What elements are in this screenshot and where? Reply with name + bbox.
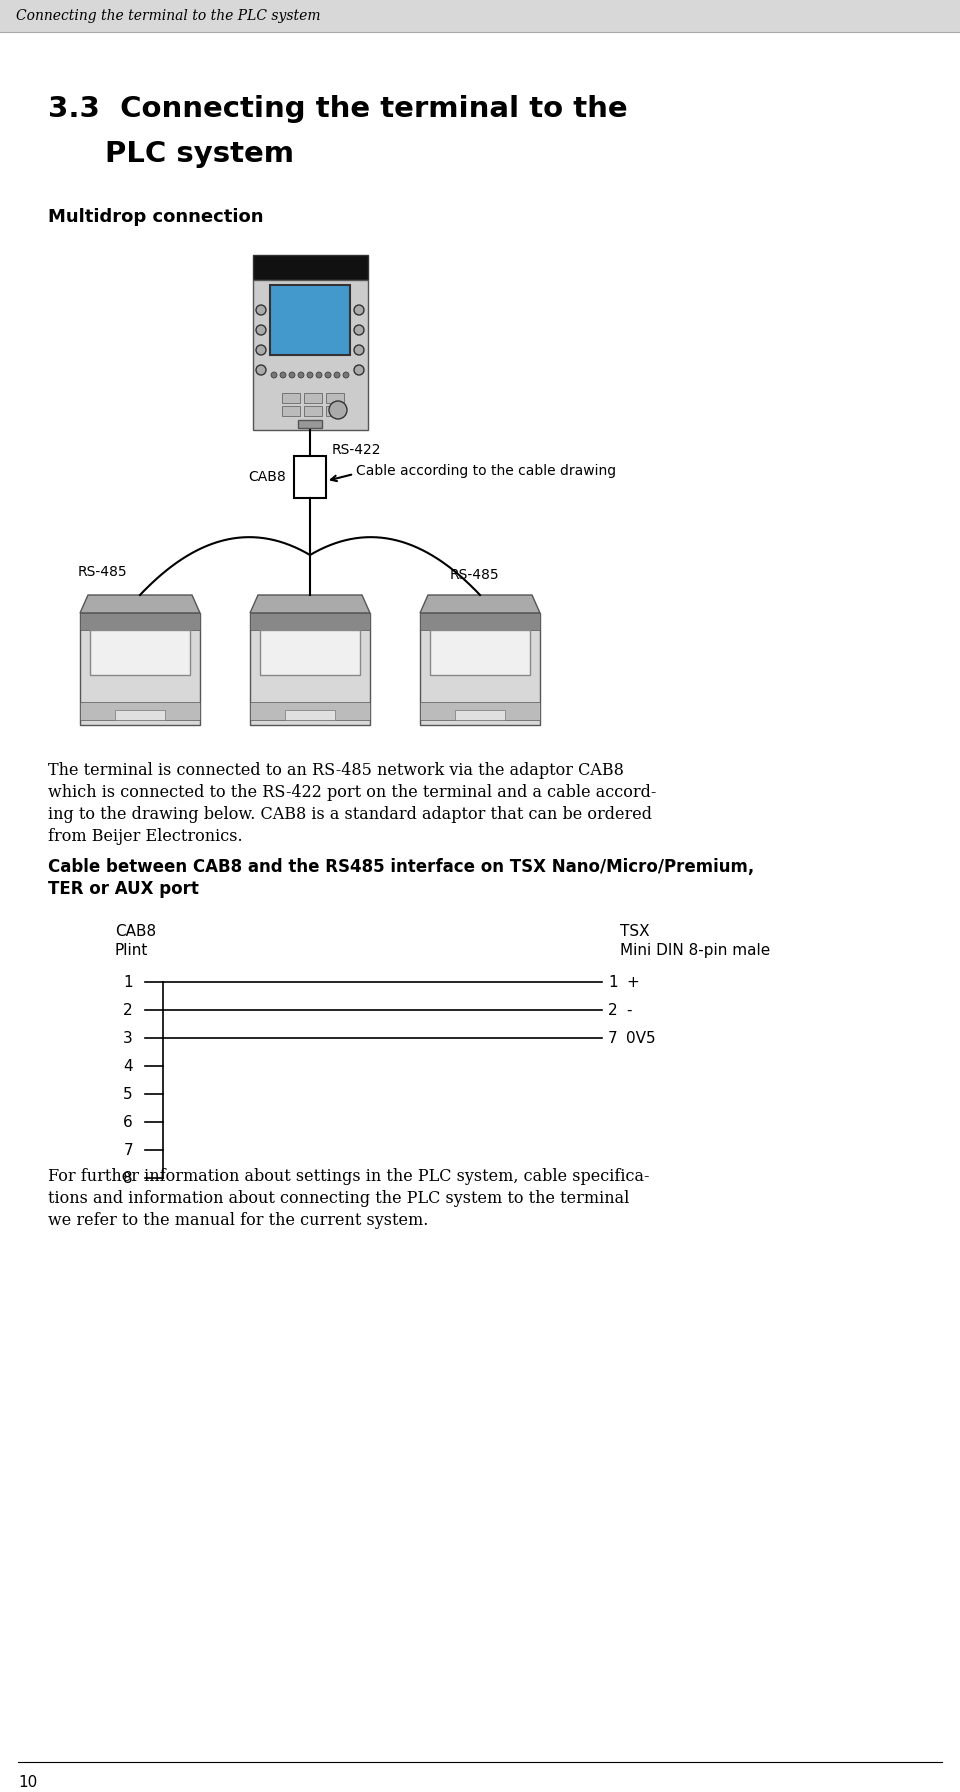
Bar bbox=[326, 407, 344, 416]
Text: TER or AUX port: TER or AUX port bbox=[48, 880, 199, 898]
Text: we refer to the manual for the current system.: we refer to the manual for the current s… bbox=[48, 1211, 428, 1229]
Bar bbox=[420, 702, 540, 720]
Text: which is connected to the RS-422 port on the terminal and a cable accord-: which is connected to the RS-422 port on… bbox=[48, 785, 657, 801]
Bar bbox=[253, 254, 368, 280]
Text: 7: 7 bbox=[608, 1030, 617, 1045]
Text: PLC system: PLC system bbox=[105, 140, 294, 168]
Bar bbox=[282, 392, 300, 403]
Text: CAB8: CAB8 bbox=[249, 470, 286, 484]
Bar bbox=[420, 613, 540, 726]
Bar bbox=[250, 613, 370, 726]
Text: CAB8: CAB8 bbox=[115, 925, 156, 939]
Text: from Beijer Electronics.: from Beijer Electronics. bbox=[48, 828, 243, 846]
Text: 10: 10 bbox=[18, 1776, 37, 1790]
Bar bbox=[0, 0, 960, 32]
Bar bbox=[250, 702, 370, 720]
Bar bbox=[304, 407, 322, 416]
Bar bbox=[282, 407, 300, 416]
Circle shape bbox=[280, 373, 286, 378]
Text: 1: 1 bbox=[124, 975, 133, 989]
Circle shape bbox=[354, 366, 364, 375]
Circle shape bbox=[316, 373, 322, 378]
Text: 6: 6 bbox=[123, 1115, 133, 1129]
Text: 2: 2 bbox=[124, 1002, 133, 1018]
Circle shape bbox=[354, 324, 364, 335]
Text: 7: 7 bbox=[124, 1143, 133, 1158]
Bar bbox=[326, 392, 344, 403]
Bar bbox=[420, 613, 540, 631]
Circle shape bbox=[271, 373, 277, 378]
Bar bbox=[270, 285, 350, 355]
Bar bbox=[80, 702, 200, 720]
Text: 2: 2 bbox=[608, 1002, 617, 1018]
Text: Plint: Plint bbox=[115, 943, 149, 959]
Text: 3: 3 bbox=[123, 1030, 133, 1045]
Bar bbox=[298, 419, 322, 428]
Text: 3.3  Connecting the terminal to the: 3.3 Connecting the terminal to the bbox=[48, 95, 628, 124]
Circle shape bbox=[256, 324, 266, 335]
Text: Cable between CAB8 and the RS485 interface on TSX Nano/Micro/Premium,: Cable between CAB8 and the RS485 interfa… bbox=[48, 858, 755, 876]
Text: RS-485: RS-485 bbox=[78, 564, 128, 579]
Circle shape bbox=[343, 373, 349, 378]
Bar bbox=[115, 710, 165, 720]
Polygon shape bbox=[420, 595, 540, 613]
Bar bbox=[90, 631, 190, 676]
Text: Cable according to the cable drawing: Cable according to the cable drawing bbox=[356, 464, 616, 478]
Circle shape bbox=[334, 373, 340, 378]
Circle shape bbox=[256, 305, 266, 315]
Circle shape bbox=[256, 346, 266, 355]
Circle shape bbox=[298, 373, 304, 378]
Text: Mini DIN 8-pin male: Mini DIN 8-pin male bbox=[620, 943, 770, 959]
Bar bbox=[80, 613, 200, 726]
Circle shape bbox=[307, 373, 313, 378]
Bar bbox=[285, 710, 335, 720]
Text: ing to the drawing below. CAB8 is a standard adaptor that can be ordered: ing to the drawing below. CAB8 is a stan… bbox=[48, 806, 652, 823]
Text: Connecting the terminal to the PLC system: Connecting the terminal to the PLC syste… bbox=[16, 9, 321, 23]
Circle shape bbox=[325, 373, 331, 378]
Text: tions and information about connecting the PLC system to the terminal: tions and information about connecting t… bbox=[48, 1190, 630, 1208]
Polygon shape bbox=[250, 595, 370, 613]
Text: 4: 4 bbox=[124, 1059, 133, 1073]
Circle shape bbox=[256, 366, 266, 375]
Bar bbox=[260, 631, 360, 676]
Bar bbox=[455, 710, 505, 720]
Text: RS-485: RS-485 bbox=[450, 568, 499, 582]
Circle shape bbox=[329, 401, 347, 419]
Bar bbox=[250, 613, 370, 631]
Bar bbox=[294, 455, 326, 498]
Circle shape bbox=[354, 346, 364, 355]
Polygon shape bbox=[80, 595, 200, 613]
Text: 0V5: 0V5 bbox=[626, 1030, 656, 1045]
Circle shape bbox=[289, 373, 295, 378]
Text: RS-422: RS-422 bbox=[332, 443, 381, 457]
Circle shape bbox=[354, 305, 364, 315]
Bar bbox=[253, 280, 368, 430]
Text: The terminal is connected to an RS-485 network via the adaptor CAB8: The terminal is connected to an RS-485 n… bbox=[48, 762, 624, 780]
Text: +: + bbox=[626, 975, 638, 989]
Text: -: - bbox=[626, 1002, 632, 1018]
Text: TSX: TSX bbox=[620, 925, 650, 939]
Text: 5: 5 bbox=[124, 1086, 133, 1102]
Text: Multidrop connection: Multidrop connection bbox=[48, 208, 263, 226]
Bar bbox=[80, 613, 200, 631]
Text: 1: 1 bbox=[608, 975, 617, 989]
Bar bbox=[430, 631, 530, 676]
Bar bbox=[304, 392, 322, 403]
Text: For further information about settings in the PLC system, cable specifica-: For further information about settings i… bbox=[48, 1168, 650, 1185]
Text: 8: 8 bbox=[124, 1170, 133, 1186]
